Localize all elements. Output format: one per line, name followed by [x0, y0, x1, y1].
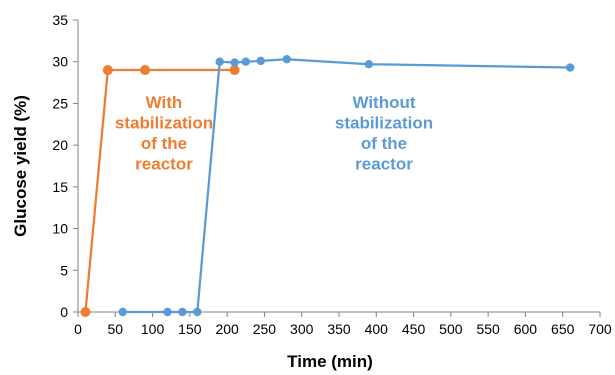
x-tick-label: 300 [290, 321, 314, 337]
y-axis-title: Glucose yield (%) [11, 95, 30, 237]
series-2 [118, 55, 575, 317]
annotation-line: reactor [355, 155, 413, 174]
y-tick-label: 10 [52, 221, 68, 237]
y-tick-label: 0 [60, 304, 68, 320]
x-tick-label: 500 [439, 321, 463, 337]
series-1 [80, 65, 240, 317]
annotation-line: stabilization [335, 114, 433, 133]
series-layer [80, 55, 575, 317]
x-tick-label: 100 [141, 321, 165, 337]
annotation-line: Without [352, 93, 415, 112]
x-tick-label: 450 [402, 321, 426, 337]
series-1-point [140, 65, 151, 76]
x-tick-label: 50 [107, 321, 123, 337]
series-2-point [193, 307, 202, 317]
x-tick-label: 700 [588, 321, 612, 337]
y-tick-label: 25 [52, 95, 68, 111]
y-tick-label: 30 [52, 54, 68, 70]
y-tick-label: 20 [52, 137, 68, 153]
series-2-point [282, 55, 291, 64]
x-tick-label: 550 [476, 321, 500, 337]
annotation-line: stabilization [115, 114, 213, 133]
x-tick-label: 150 [178, 321, 202, 337]
series-2-point [163, 307, 172, 317]
series-2-point [230, 58, 239, 67]
series-2-point [364, 60, 374, 69]
x-tick-label: 200 [215, 321, 239, 337]
series-1-point [102, 65, 113, 76]
series-1-point [80, 307, 91, 317]
y-tick-label: 35 [52, 12, 68, 28]
annotation-line: of the [141, 134, 187, 153]
series-2-point [241, 57, 250, 66]
x-axis-title: Time (min) [287, 352, 373, 371]
y-tick-label: 5 [60, 262, 68, 278]
x-tick-label: 0 [74, 321, 82, 337]
x-tick-label: 600 [514, 321, 538, 337]
annotation-line: of the [361, 134, 407, 153]
x-tick-label: 250 [253, 321, 277, 337]
series-1-line [84, 68, 235, 313]
annotation-line: reactor [135, 155, 193, 174]
x-tick-label: 650 [551, 321, 575, 337]
annotation-line: With [146, 93, 183, 112]
series-1-point [229, 65, 240, 76]
series-2-point [118, 307, 127, 317]
x-tick-label: 400 [365, 321, 389, 337]
series-2-point [178, 307, 187, 317]
y-tick-label: 15 [52, 179, 68, 195]
series-2-point [256, 56, 265, 66]
series-2-point [215, 57, 224, 66]
series-2-line [122, 58, 571, 314]
x-tick-label: 350 [327, 321, 351, 337]
series-2-point [565, 63, 575, 72]
